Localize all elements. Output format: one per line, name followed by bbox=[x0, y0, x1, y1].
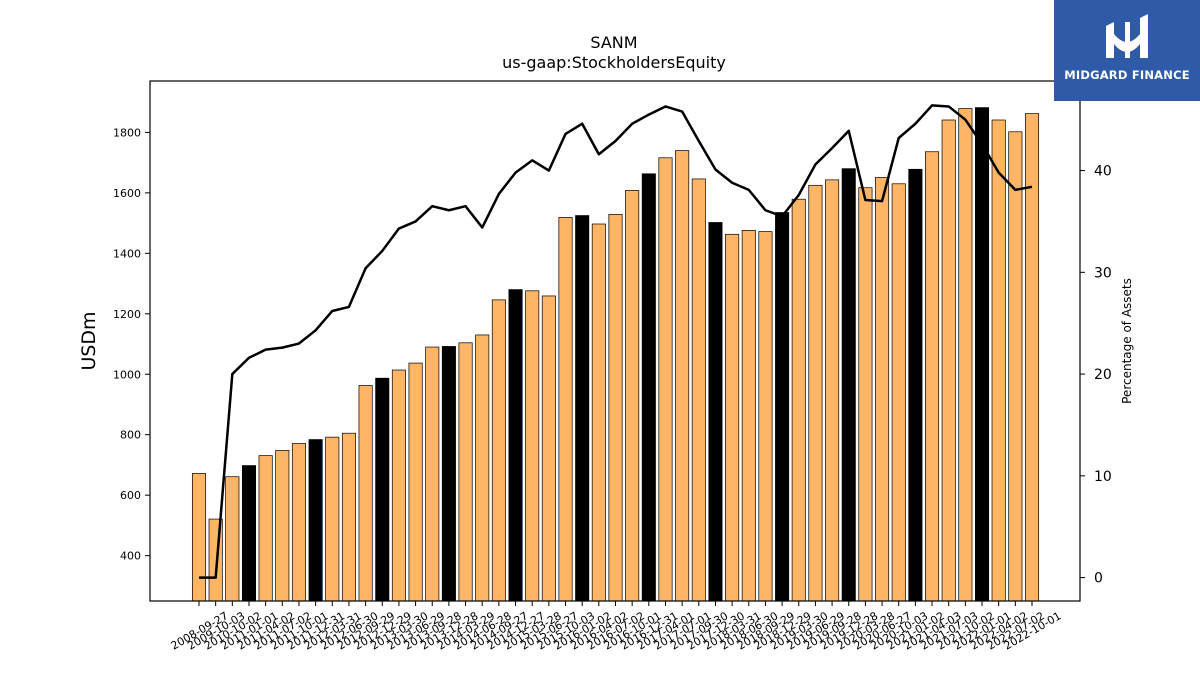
bar-2022-07-02 bbox=[1008, 131, 1023, 602]
bar-2012-03-31 bbox=[325, 436, 340, 602]
bar-2018-03-31 bbox=[725, 233, 740, 602]
x-axis: 2008-09-272009-10-032010-10-022011-01-01… bbox=[169, 601, 1064, 653]
y-axis-left: 400 600 800 1000 1200 1400 1600 1800 bbox=[113, 126, 150, 563]
y-tick-label: 1000 bbox=[113, 368, 141, 381]
bar-2016-07-02 bbox=[608, 213, 623, 602]
bar-2013-06-29 bbox=[408, 362, 423, 602]
logo-mark-icon bbox=[1106, 14, 1148, 58]
bar-2019-12-28 bbox=[841, 168, 856, 602]
midgard-finance-logo: MIDGARD FINANCE bbox=[1054, 0, 1200, 101]
bar-2010-10-02 bbox=[225, 476, 240, 602]
bar-2015-03-28 bbox=[525, 290, 540, 602]
bar-2017-09-30 bbox=[691, 178, 706, 602]
y-tick-label: 1800 bbox=[113, 126, 141, 139]
bar-2021-07-03 bbox=[941, 119, 956, 602]
bar-2018-06-30 bbox=[741, 230, 756, 602]
bar-2020-03-28 bbox=[858, 187, 873, 602]
y-axis-label: USDm bbox=[78, 311, 100, 370]
logo-text: MIDGARD FINANCE bbox=[1064, 68, 1190, 82]
y2-tick-label: 10 bbox=[1094, 469, 1112, 485]
bar-2011-01-01 bbox=[241, 465, 257, 602]
bar-series bbox=[191, 107, 1040, 602]
bar-2014-03-29 bbox=[458, 342, 473, 602]
bar-2021-10-02 bbox=[958, 108, 973, 602]
bar-2013-09-28 bbox=[425, 346, 440, 602]
y2-tick-label: 0 bbox=[1094, 571, 1103, 587]
y2-tick-label: 40 bbox=[1094, 164, 1112, 180]
bar-2013-03-30 bbox=[391, 369, 406, 602]
percentage-line bbox=[199, 104, 1033, 579]
bar-2021-04-03 bbox=[925, 151, 940, 602]
bar-2015-06-27 bbox=[541, 295, 556, 602]
bar-2017-07-01 bbox=[675, 150, 690, 602]
bar-2008-09-27 bbox=[191, 473, 207, 602]
bar-2014-12-27 bbox=[508, 289, 523, 602]
bar-2015-10-03 bbox=[558, 217, 573, 602]
chart-title: SANM bbox=[590, 33, 637, 52]
bar-2012-12-29 bbox=[375, 377, 390, 602]
bar-2019-09-28 bbox=[825, 179, 840, 602]
bar-2016-10-01 bbox=[625, 190, 640, 602]
bar-2018-09-29 bbox=[758, 231, 773, 602]
bar-2020-10-03 bbox=[891, 183, 906, 602]
bar-2018-12-29 bbox=[775, 212, 790, 602]
bar-2020-06-27 bbox=[875, 177, 890, 602]
y-tick-label: 1600 bbox=[113, 187, 141, 200]
bar-2022-01-01 bbox=[975, 107, 990, 602]
bar-2014-06-28 bbox=[475, 334, 490, 602]
bar-2016-01-02 bbox=[575, 215, 590, 602]
bar-2019-06-29 bbox=[808, 184, 823, 602]
bar-2016-12-31 bbox=[641, 173, 656, 602]
chart-subtitle: us-gaap:StockholdersEquity bbox=[502, 53, 726, 72]
plot-frame bbox=[149, 80, 1081, 602]
bar-2016-04-02 bbox=[591, 223, 606, 602]
bar-2019-03-30 bbox=[791, 198, 806, 602]
bar-2022-04-02 bbox=[991, 119, 1006, 602]
y-tick-label: 1400 bbox=[113, 247, 141, 260]
bar-2011-10-01 bbox=[291, 443, 306, 602]
bar-2011-07-02 bbox=[275, 450, 290, 602]
bar-2012-09-29 bbox=[358, 385, 373, 602]
y-tick-label: 400 bbox=[120, 550, 141, 563]
bar-2017-04-01 bbox=[658, 157, 673, 602]
y-tick-label: 600 bbox=[120, 489, 141, 502]
bar-2011-04-02 bbox=[258, 455, 273, 602]
y-tick-label: 1200 bbox=[113, 308, 141, 321]
y-tick-label: 800 bbox=[120, 429, 141, 442]
y-axis-right: 0 10 20 30 40 bbox=[1080, 164, 1112, 587]
bar-2013-12-28 bbox=[441, 346, 456, 602]
bar-2021-01-02 bbox=[908, 168, 923, 602]
bar-2011-12-31 bbox=[308, 439, 323, 602]
bar-2012-06-30 bbox=[341, 432, 356, 602]
y2-axis-label: Percentage of Assets bbox=[1120, 278, 1134, 404]
bar-2014-09-27 bbox=[491, 299, 506, 602]
y2-tick-label: 30 bbox=[1094, 265, 1112, 281]
bar-2017-12-30 bbox=[708, 222, 723, 602]
y2-tick-label: 20 bbox=[1094, 367, 1112, 383]
